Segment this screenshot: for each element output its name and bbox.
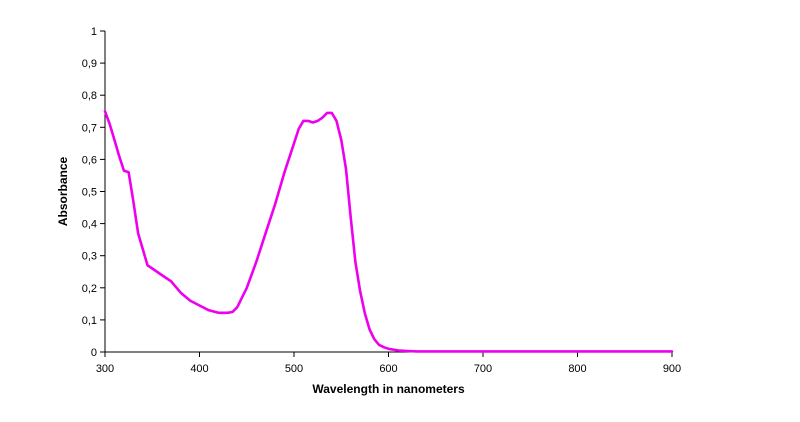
y-tick-label: 0,2 [82,283,97,295]
x-axis: 300 400 500 600 700 800 900 [96,351,681,375]
y-tick-label: 0,1 [82,315,97,327]
y-tick-label: 0,8 [82,90,97,102]
x-tick-label: 500 [285,363,303,375]
y-tick-label: 0 [91,347,97,359]
y-axis: 0 0,1 0,2 0,3 0,4 0,5 0,6 0,7 0,8 0,9 1 [82,26,106,359]
y-tick-label: 0,4 [82,219,97,231]
y-tick-label: 0,5 [82,187,97,199]
x-tick-label: 700 [474,363,492,375]
x-tick-label: 600 [379,363,397,375]
x-tick-label: 400 [190,363,208,375]
x-tick-label: 900 [663,363,681,375]
y-axis-title: Absorbance [56,157,70,227]
x-tick-label: 800 [568,363,586,375]
y-tick-label: 1 [91,26,97,38]
series-line [103,110,674,353]
y-tick-label: 0,3 [82,251,97,263]
series-group [103,110,674,353]
y-tick-label: 0,7 [82,122,97,134]
x-axis-title: Wavelength in nanometers [312,382,465,396]
x-tick-label: 300 [96,363,114,375]
y-tick-label: 0,9 [82,58,97,70]
y-tick-label: 0,6 [82,154,97,166]
